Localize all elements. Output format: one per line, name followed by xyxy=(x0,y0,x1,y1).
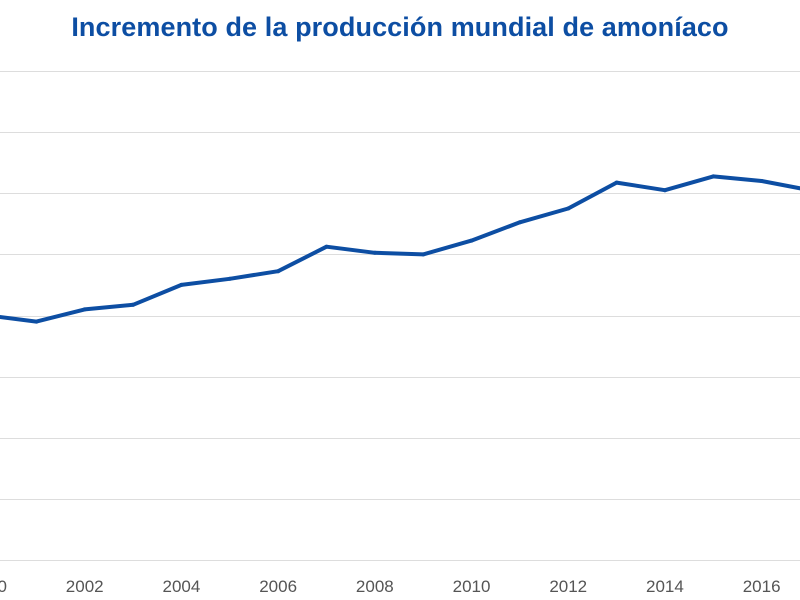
data-point xyxy=(469,238,474,243)
x-axis-ticks: 2000 2002 2004 2006 2008 2010 2012 2014 2016 xyxy=(0,577,781,596)
series-points xyxy=(34,174,764,324)
x-tick-label: 2010 xyxy=(453,577,491,596)
x-tick-label: 2000 xyxy=(0,577,7,596)
data-point xyxy=(566,206,571,211)
data-point xyxy=(711,174,716,179)
gridlines xyxy=(0,71,800,561)
data-point xyxy=(517,220,522,225)
data-point xyxy=(372,250,377,255)
data-point xyxy=(324,244,329,249)
data-point xyxy=(421,252,426,257)
x-tick-label: 2004 xyxy=(162,577,200,596)
data-point xyxy=(614,180,619,185)
x-tick-label: 2012 xyxy=(549,577,587,596)
x-tick-label: 2006 xyxy=(259,577,297,596)
series-line xyxy=(0,174,800,324)
x-tick-label: 2008 xyxy=(356,577,394,596)
data-point xyxy=(179,282,184,287)
data-point xyxy=(759,179,764,183)
data-point xyxy=(131,302,136,307)
x-tick-label: 2002 xyxy=(66,577,104,596)
data-point xyxy=(34,319,39,324)
x-tick-label: 2016 xyxy=(743,577,781,596)
data-point xyxy=(662,188,667,193)
chart-title: Incremento de la producción mundial de a… xyxy=(71,12,729,42)
data-point xyxy=(227,276,232,281)
data-point xyxy=(82,307,87,312)
data-point xyxy=(276,269,281,274)
x-tick-label: 2014 xyxy=(646,577,684,596)
